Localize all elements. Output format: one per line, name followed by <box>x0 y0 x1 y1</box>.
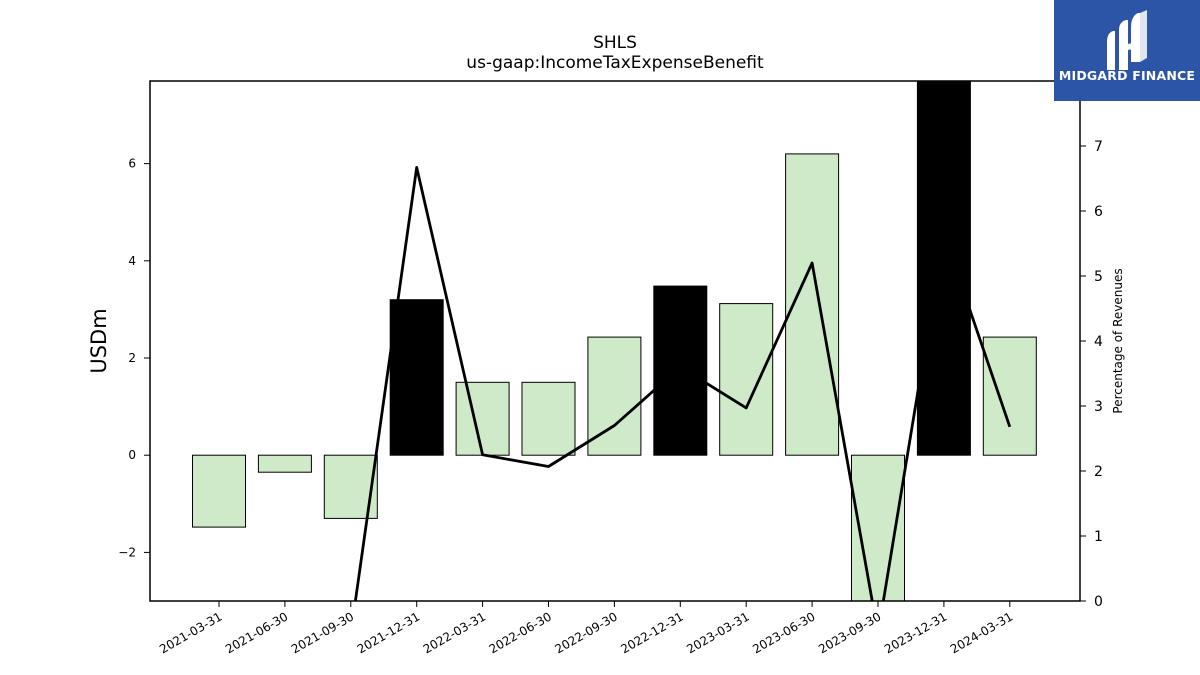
logo-text: MIDGARD FINANCE <box>1058 68 1196 83</box>
x-tick-label: 2022-03-31 <box>421 609 488 656</box>
x-tick-label: 2023-12-31 <box>882 609 949 656</box>
y-tick-label: 2 <box>128 351 136 365</box>
x-tick-label: 2023-06-30 <box>750 609 817 656</box>
y2-tick-label: 7 <box>1094 139 1103 155</box>
bar <box>257 454 312 473</box>
bar <box>389 299 444 456</box>
y2-tick-label: 3 <box>1094 399 1103 415</box>
logo-mark-icon <box>1107 10 1147 70</box>
chart-subtitle: us-gaap:IncomeTaxExpenseBenefit <box>466 53 764 73</box>
y-axis-label: USDm <box>87 308 111 373</box>
x-tick-label: 2022-09-30 <box>552 609 619 656</box>
bar <box>719 303 774 456</box>
y-tick-label: −2 <box>118 545 136 559</box>
x-tick-label: 2022-06-30 <box>487 609 554 656</box>
line-series <box>353 165 1012 601</box>
x-tick-label: 2023-03-31 <box>684 609 751 656</box>
y-tick-label: 0 <box>128 448 136 462</box>
x-tick-label: 2021-06-30 <box>223 609 290 656</box>
bar <box>455 381 510 456</box>
bar <box>521 381 576 456</box>
y2-tick-label: 0 <box>1094 594 1103 610</box>
x-tick-label: 2024-03-31 <box>948 609 1015 656</box>
x-tick-label: 2022-12-31 <box>618 609 685 656</box>
y2-tick-label: 4 <box>1094 334 1103 350</box>
y-tick-label: 6 <box>128 157 136 171</box>
y2-tick-label: 1 <box>1094 529 1103 545</box>
x-tick-label: 2021-03-31 <box>157 609 224 656</box>
chart-title: SHLS <box>593 33 637 53</box>
y2-tick-label: 6 <box>1094 204 1103 220</box>
x-tick-label: 2023-09-30 <box>816 609 883 656</box>
y2-axis-label: Percentage of Revenues <box>1111 268 1125 413</box>
x-tick-label: 2021-09-30 <box>289 609 356 656</box>
logo: MIDGARD FINANCE <box>1054 0 1200 101</box>
y2-tick-label: 2 <box>1094 464 1103 480</box>
y2-tick-label: 5 <box>1094 269 1103 285</box>
bar <box>982 336 1037 456</box>
x-tick-label: 2021-12-31 <box>355 609 422 656</box>
bar <box>653 285 708 456</box>
bar <box>916 81 971 456</box>
y-tick-label: 4 <box>128 254 136 268</box>
bar <box>192 454 246 528</box>
